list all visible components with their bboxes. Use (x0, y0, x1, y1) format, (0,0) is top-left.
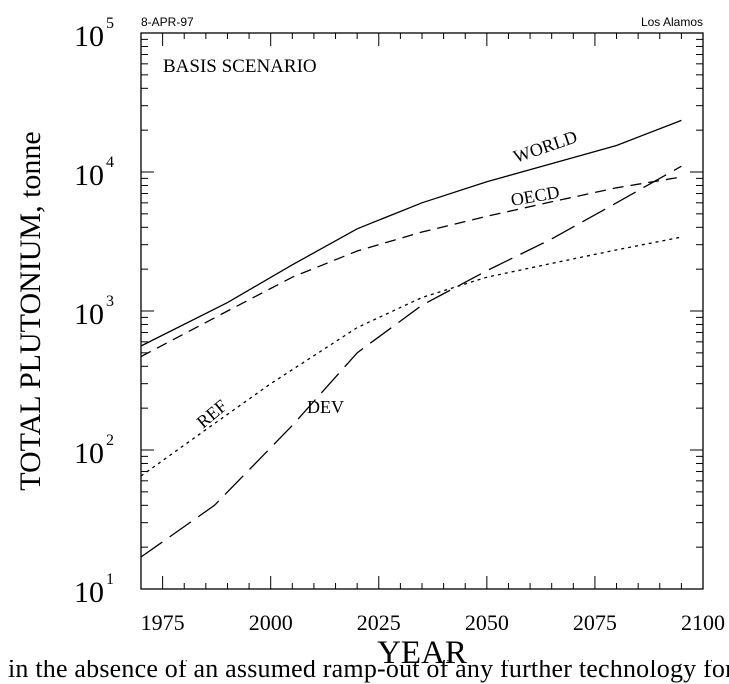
y-tick-label: 10 3 (74, 293, 114, 331)
y-tick-exponent: 5 (106, 15, 114, 32)
y-tick-label: 10 5 (74, 15, 114, 53)
series-ref-line (140, 236, 682, 477)
y-tick-exponent: 3 (106, 293, 114, 310)
series-dev-line (140, 165, 682, 558)
chart-title: BASIS SCENARIO (163, 56, 317, 77)
series-oecd-line (140, 176, 682, 358)
x-tick-label: 2100 (681, 610, 725, 635)
y-tick-base: 10 (74, 159, 104, 192)
x-axis-label: YEAR (377, 635, 467, 671)
caption-text: in the absence of an assumed ramp-out of… (8, 660, 729, 683)
y-tick-exponent: 1 (106, 571, 114, 588)
x-tick-label: 1975 (141, 610, 185, 635)
y-tick-exponent: 2 (106, 432, 114, 449)
date-stamp: 8-APR-97 (141, 15, 194, 29)
y-tick-label: 10 2 (74, 432, 114, 470)
plot-frame (140, 32, 704, 590)
x-tick-label: 2025 (357, 610, 401, 635)
series-label-oecd: OECD (509, 182, 561, 210)
caption-strip: in the absence of an assumed ramp-out of… (0, 660, 729, 684)
y-tick-label: 10 4 (74, 154, 114, 192)
series-label-ref: REF (193, 396, 231, 433)
axis-ticks (140, 33, 704, 590)
y-tick-label: 10 1 (74, 571, 114, 609)
x-tick-labels: 1975 2000 2025 2050 2075 2100 (141, 610, 725, 635)
x-tick-label: 2050 (465, 610, 509, 635)
series-label-dev: DEV (307, 397, 344, 417)
site-stamp: Los Alamos (641, 15, 703, 29)
x-tick-label: 2075 (573, 610, 617, 635)
y-tick-base: 10 (74, 298, 104, 331)
y-tick-base: 10 (74, 437, 104, 470)
y-tick-exponent: 4 (106, 154, 114, 171)
y-tick-base: 10 (74, 576, 104, 609)
y-tick-base: 10 (74, 20, 104, 53)
series-layer (140, 119, 682, 558)
y-axis-label: TOTAL PLUTONIUM, tonne (14, 131, 47, 491)
series-label-world: WORLD (511, 126, 580, 166)
series-world-line (140, 119, 682, 347)
x-tick-label: 2000 (249, 610, 293, 635)
